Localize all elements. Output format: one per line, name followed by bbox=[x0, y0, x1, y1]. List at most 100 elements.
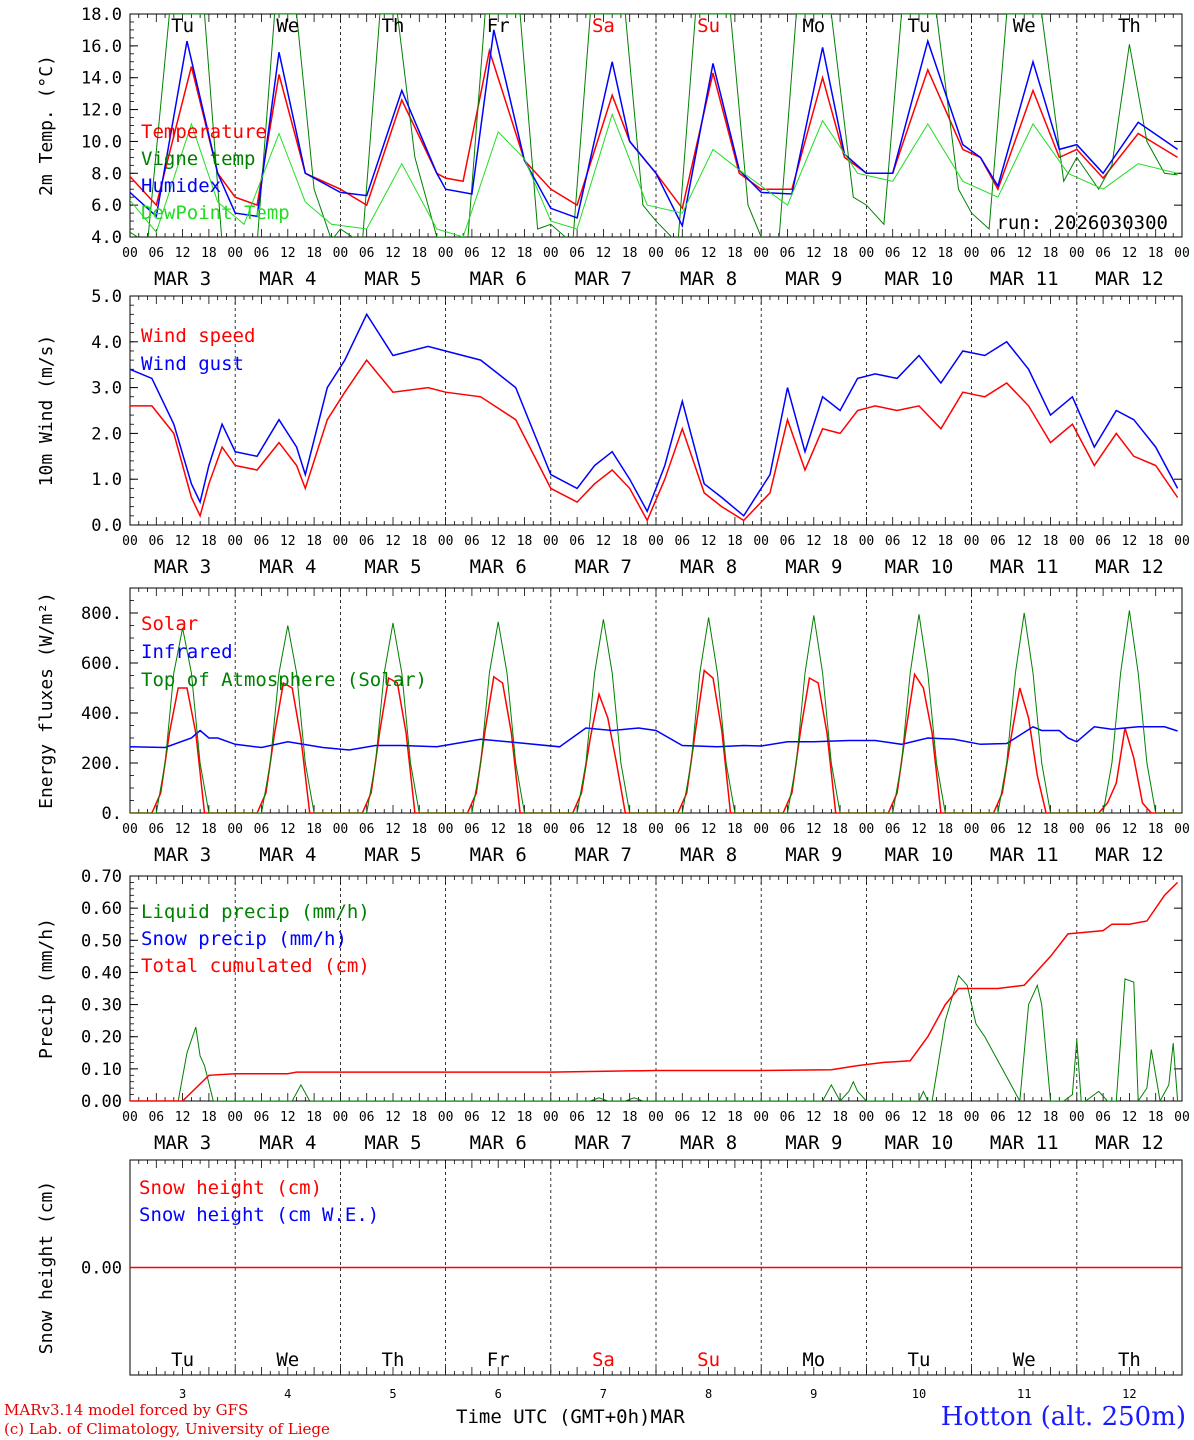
wind-hour-tick-label: 06 bbox=[1095, 534, 1111, 549]
energy-hour-tick-label: 18 bbox=[517, 822, 533, 837]
precip-hour-tick-label: 00 bbox=[859, 1110, 875, 1125]
wind-hour-tick-label: 12 bbox=[1016, 534, 1032, 549]
precip-hour-tick-label: 00 bbox=[543, 1110, 559, 1125]
energy-hour-tick-label: 06 bbox=[464, 822, 480, 837]
precip-hour-tick-label: 06 bbox=[674, 1110, 690, 1125]
precip-date-label: MAR 3 bbox=[154, 1132, 211, 1154]
temp-hour-tick-label: 12 bbox=[701, 246, 717, 261]
precip-series-0-line bbox=[130, 974, 1179, 1101]
wind-hour-tick-label: 00 bbox=[1174, 534, 1190, 549]
temp-date-label: MAR 11 bbox=[990, 268, 1059, 290]
temp-date-label: MAR 4 bbox=[259, 268, 316, 290]
wind-hour-tick-label: 12 bbox=[1122, 534, 1138, 549]
temp-y-tick-label: 18.0 bbox=[81, 5, 122, 25]
wind-hour-tick-label: 00 bbox=[648, 534, 664, 549]
precip-hour-tick-label: 00 bbox=[122, 1110, 138, 1125]
wind-y-tick-label: 4.0 bbox=[91, 333, 122, 353]
energy-y-tick-label: 800. bbox=[81, 604, 122, 624]
energy-hour-tick-label: 12 bbox=[385, 822, 401, 837]
wind-y-tick-label: 5.0 bbox=[91, 287, 122, 307]
precip-hour-tick-label: 06 bbox=[254, 1110, 270, 1125]
temp-hour-tick-label: 12 bbox=[385, 246, 401, 261]
snow-day-number: 8 bbox=[705, 1387, 712, 1401]
credit-lab: (c) Lab. of Climatology, University of L… bbox=[4, 1420, 330, 1438]
precip-hour-tick-label: 18 bbox=[1148, 1110, 1164, 1125]
energy-hour-tick-label: 12 bbox=[490, 822, 506, 837]
energy-series-1-line bbox=[130, 725, 1178, 751]
temp-hour-tick-label: 00 bbox=[227, 246, 243, 261]
energy-hour-tick-label: 18 bbox=[201, 822, 217, 837]
energy-hour-tick-label: 18 bbox=[306, 822, 322, 837]
wind-hour-tick-label: 00 bbox=[438, 534, 454, 549]
wind-date-label: MAR 12 bbox=[1095, 556, 1164, 578]
wind-hour-tick-label: 12 bbox=[806, 534, 822, 549]
temp-y-tick-label: 16.0 bbox=[81, 37, 122, 57]
temp-hour-tick-label: 12 bbox=[1122, 246, 1138, 261]
wind-hour-tick-label: 00 bbox=[333, 534, 349, 549]
wind-hour-tick-label: 18 bbox=[1043, 534, 1059, 549]
energy-series-2-line bbox=[130, 610, 1178, 813]
wind-y-tick-label: 3.0 bbox=[91, 379, 122, 399]
wind-hour-tick-label: 12 bbox=[385, 534, 401, 549]
snow-day-number: 9 bbox=[810, 1387, 817, 1401]
temp-hour-tick-label: 18 bbox=[937, 246, 953, 261]
snow-dow-label: Tu bbox=[908, 1349, 931, 1371]
panel-precip: 0.00 0.10 0.20 0.30 0.40 0.50 0.60 0.70 Precip (… bbox=[36, 867, 1190, 1154]
energy-y-tick-label: 0. bbox=[102, 804, 122, 824]
wind-y-tick-label: 2.0 bbox=[91, 424, 122, 444]
precip-hour-tick-label: 12 bbox=[490, 1110, 506, 1125]
energy-hour-tick-label: 18 bbox=[1148, 822, 1164, 837]
temp-hour-tick-label: 00 bbox=[543, 246, 559, 261]
temp-hour-tick-label: 18 bbox=[1043, 246, 1059, 261]
temp-hour-tick-label: 12 bbox=[490, 246, 506, 261]
temp-hour-tick-label: 18 bbox=[411, 246, 427, 261]
energy-hour-tick-label: 18 bbox=[727, 822, 743, 837]
wind-hour-tick-label: 18 bbox=[1148, 534, 1164, 549]
energy-hour-tick-label: 00 bbox=[648, 822, 664, 837]
temp-y-tick-label: 14.0 bbox=[81, 69, 122, 89]
temp-dow-label: We bbox=[276, 15, 299, 37]
temp-date-label: MAR 5 bbox=[364, 268, 421, 290]
snow-y-tick-label: 0.00 bbox=[81, 1259, 122, 1279]
energy-hour-tick-label: 12 bbox=[596, 822, 612, 837]
temp-legend-3: DewPoint Temp bbox=[141, 202, 290, 224]
precip-hour-tick-label: 06 bbox=[359, 1110, 375, 1125]
snow-day-number: 10 bbox=[912, 1387, 926, 1401]
wind-date-label: MAR 10 bbox=[885, 556, 954, 578]
energy-hour-tick-label: 12 bbox=[806, 822, 822, 837]
energy-hour-tick-label: 06 bbox=[359, 822, 375, 837]
snow-dow-label: Th bbox=[382, 1349, 405, 1371]
precip-hour-tick-label: 12 bbox=[175, 1110, 191, 1125]
energy-hour-tick-label: 12 bbox=[280, 822, 296, 837]
wind-y-tick-label: 1.0 bbox=[91, 470, 122, 490]
temp-hour-tick-label: 12 bbox=[806, 246, 822, 261]
temp-hour-tick-label: 12 bbox=[596, 246, 612, 261]
temp-hour-tick-label: 00 bbox=[438, 246, 454, 261]
temp-date-label: MAR 6 bbox=[470, 268, 527, 290]
wind-date-label: MAR 9 bbox=[785, 556, 842, 578]
wind-hour-tick-label: 18 bbox=[306, 534, 322, 549]
temp-date-label: MAR 10 bbox=[885, 268, 954, 290]
precip-hour-tick-label: 00 bbox=[333, 1110, 349, 1125]
precip-date-label: MAR 6 bbox=[470, 1132, 527, 1154]
temp-hour-tick-label: 00 bbox=[859, 246, 875, 261]
temp-date-label: MAR 3 bbox=[154, 268, 211, 290]
temp-hour-tick-label: 06 bbox=[254, 246, 270, 261]
snow-day-number: 4 bbox=[284, 1387, 291, 1401]
precip-hour-tick-label: 00 bbox=[227, 1110, 243, 1125]
temp-hour-tick-label: 18 bbox=[832, 246, 848, 261]
temp-date-label: MAR 8 bbox=[680, 268, 737, 290]
energy-hour-tick-label: 12 bbox=[1122, 822, 1138, 837]
energy-hour-tick-label: 18 bbox=[937, 822, 953, 837]
temp-dow-label: Fr bbox=[487, 15, 510, 37]
precip-date-label: MAR 8 bbox=[680, 1132, 737, 1154]
precip-hour-tick-label: 12 bbox=[280, 1110, 296, 1125]
energy-hour-tick-label: 18 bbox=[622, 822, 638, 837]
temp-hour-tick-label: 06 bbox=[1095, 246, 1111, 261]
wind-hour-tick-label: 06 bbox=[569, 534, 585, 549]
wind-hour-tick-label: 00 bbox=[227, 534, 243, 549]
wind-date-label: MAR 8 bbox=[680, 556, 737, 578]
precip-hour-tick-label: 18 bbox=[517, 1110, 533, 1125]
wind-hour-tick-label: 06 bbox=[990, 534, 1006, 549]
